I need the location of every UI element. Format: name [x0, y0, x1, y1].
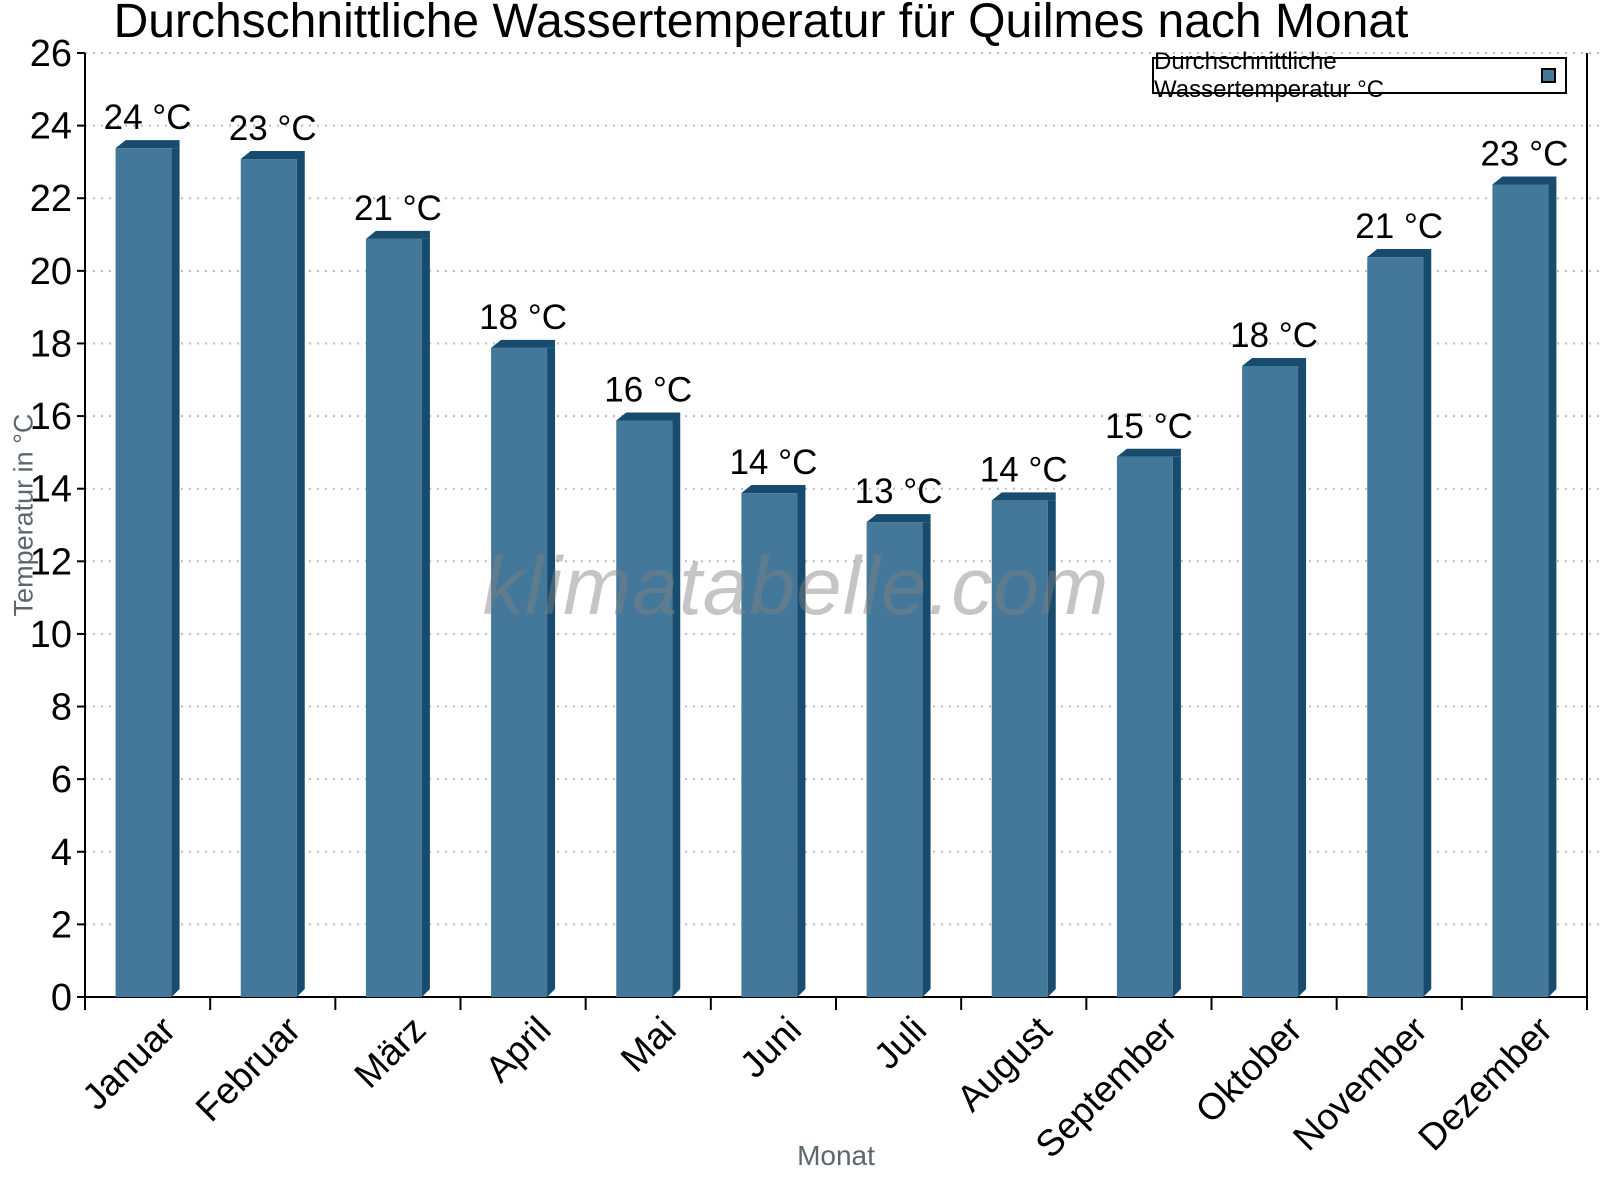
x-category-label: April — [477, 1009, 558, 1090]
bar-side-face — [797, 493, 806, 997]
y-tick-label: 6 — [51, 759, 72, 801]
y-tick-label: 8 — [51, 687, 72, 729]
bar-value-label: 18 °C — [479, 298, 567, 337]
bar-value-label: 24 °C — [104, 98, 192, 137]
bar — [616, 420, 673, 997]
bar-value-label: 16 °C — [604, 370, 692, 409]
y-tick-label: 10 — [30, 614, 72, 656]
bar — [991, 500, 1048, 997]
bar — [1242, 365, 1299, 997]
bar — [491, 347, 548, 997]
y-tick-label: 22 — [30, 178, 72, 220]
bar-value-label: 21 °C — [354, 189, 442, 228]
y-tick-label: 0 — [51, 977, 72, 1019]
bar — [1492, 184, 1549, 997]
x-category-label: August — [949, 1008, 1060, 1119]
bar-top-face — [365, 230, 430, 239]
bar-side-face — [1298, 365, 1307, 997]
x-category-label: Dezember — [1410, 1009, 1560, 1159]
legend-label: Durchschnittliche Wassertemperatur °C — [1154, 47, 1385, 103]
legend-swatch — [1541, 68, 1556, 83]
bar-top-face — [866, 514, 931, 523]
y-tick-label: 2 — [51, 904, 72, 946]
y-tick-label: 14 — [30, 469, 72, 511]
bar — [1367, 257, 1424, 997]
bar-side-face — [1172, 456, 1181, 997]
y-tick-label: 20 — [30, 251, 72, 293]
bar-value-label: 23 °C — [1480, 134, 1568, 173]
bar-top-face — [1492, 176, 1557, 185]
bar-side-face — [1047, 500, 1056, 997]
bar-top-face — [1242, 357, 1307, 366]
x-category-label: Juli — [866, 1009, 934, 1077]
y-tick-label: 26 — [30, 33, 72, 75]
bar-top-face — [491, 339, 556, 348]
bar-value-label: 15 °C — [1105, 407, 1193, 446]
legend: Durchschnittliche Wassertemperatur °C — [1152, 48, 1567, 103]
bar-side-face — [171, 148, 180, 998]
bar — [240, 159, 297, 997]
bar-top-face — [115, 140, 180, 149]
bar-top-face — [1367, 249, 1432, 258]
bar-top-face — [991, 492, 1056, 501]
x-category-label: Juni — [732, 1009, 809, 1086]
bar — [365, 238, 422, 997]
y-tick-label: 12 — [30, 541, 72, 583]
x-category-label: Mai — [613, 1009, 684, 1080]
bar-side-face — [296, 159, 305, 997]
bar-top-face — [616, 412, 681, 421]
x-axis-title: Monat — [797, 1140, 875, 1171]
bar-value-label: 21 °C — [1355, 207, 1443, 246]
bar-side-face — [421, 238, 430, 997]
chart-title: Durchschnittliche Wassertemperatur für Q… — [113, 0, 1409, 48]
bar-side-face — [672, 420, 681, 997]
bar-top-face — [741, 485, 806, 494]
y-tick-label: 24 — [30, 106, 72, 148]
bar-value-label: 13 °C — [855, 472, 943, 511]
bar — [115, 148, 172, 998]
x-category-label: November — [1285, 1009, 1435, 1159]
bar-top-face — [1116, 448, 1181, 457]
x-category-label: Oktober — [1188, 1009, 1310, 1131]
x-category-label: März — [346, 1009, 433, 1096]
bar-value-label: 18 °C — [1230, 316, 1318, 355]
y-tick-label: 18 — [30, 323, 72, 365]
bar-value-label: 14 °C — [729, 443, 817, 482]
bar — [1116, 456, 1173, 997]
x-category-label: Februar — [188, 1009, 309, 1130]
bar-side-face — [547, 347, 556, 997]
y-tick-label: 4 — [51, 832, 72, 874]
y-tick-label: 16 — [30, 396, 72, 438]
bar-value-label: 23 °C — [229, 109, 317, 148]
bar-value-label: 14 °C — [980, 450, 1068, 489]
bar-side-face — [922, 522, 931, 997]
watermark: klimatabelle.com — [482, 541, 1110, 632]
bar — [741, 493, 798, 997]
x-category-label: Januar — [74, 1009, 183, 1118]
bar-top-face — [240, 151, 305, 160]
bar — [866, 522, 923, 997]
bar-side-face — [1548, 184, 1557, 997]
bar-side-face — [1423, 257, 1432, 997]
